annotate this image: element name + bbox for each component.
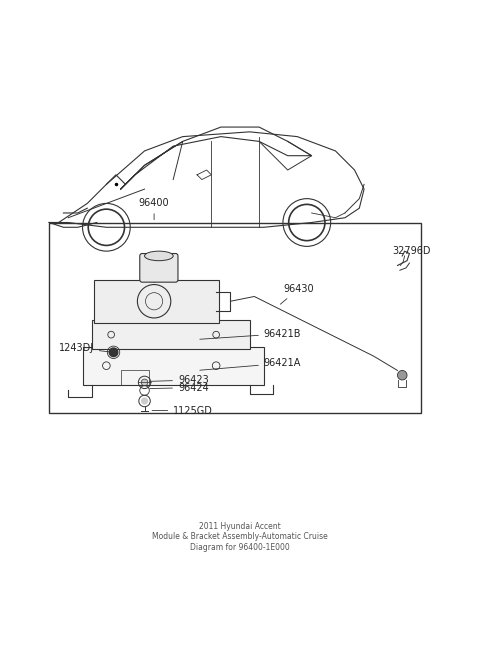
Circle shape [142,398,147,404]
Text: 1125GD: 1125GD [152,405,213,415]
Ellipse shape [144,251,173,261]
Text: 2011 Hyundai Accent
Module & Bracket Assembly-Automatic Cruise
Diagram for 96400: 2011 Hyundai Accent Module & Bracket Ass… [152,522,328,552]
FancyBboxPatch shape [83,346,264,384]
FancyBboxPatch shape [92,320,250,349]
Text: 32796D: 32796D [393,246,431,256]
Text: 96400: 96400 [139,198,169,219]
Text: 96424: 96424 [150,383,209,392]
Text: 96423: 96423 [150,375,209,385]
FancyBboxPatch shape [49,223,421,413]
Circle shape [109,348,118,356]
FancyBboxPatch shape [95,280,218,323]
Text: 96430: 96430 [280,284,313,304]
Text: 1243DJ: 1243DJ [59,343,111,353]
Circle shape [397,371,407,380]
FancyBboxPatch shape [140,253,178,282]
Circle shape [141,379,148,386]
Text: 96421A: 96421A [200,358,301,370]
Text: 96421B: 96421B [200,329,301,339]
